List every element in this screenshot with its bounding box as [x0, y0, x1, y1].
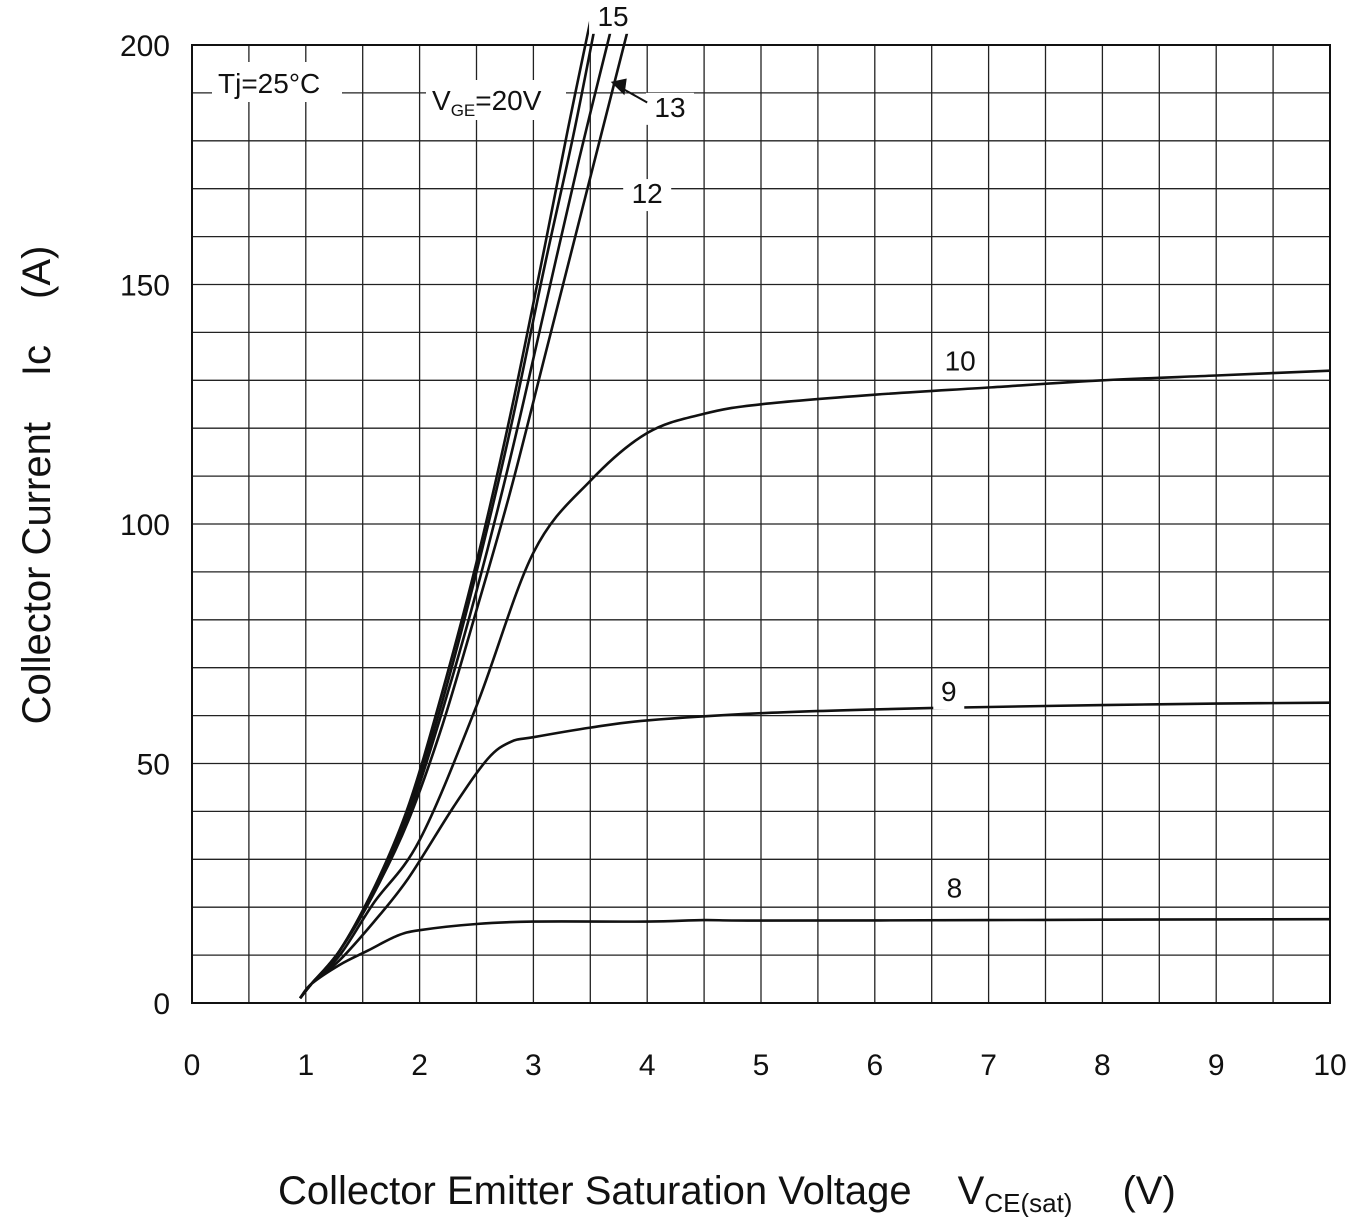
curve-label-bg [589, 1, 638, 34]
series-line-vge-15 [299, 20, 598, 1000]
series-line-vge-8 [299, 917, 1331, 1000]
y-axis-title: Collector Current Ic (A) [15, 246, 59, 725]
y-tick-label: 150 [120, 270, 170, 303]
x-axis-title: Collector Emitter Saturation Voltage VCE(… [278, 1169, 1176, 1217]
series-line-vge-9 [299, 701, 1331, 1000]
x-tick-label: 4 [639, 1049, 656, 1082]
x-tick-label: 3 [525, 1049, 542, 1082]
curve-label-15: 15 [597, 1, 628, 32]
x-tick-label: 6 [866, 1049, 883, 1082]
curve-label-bg [933, 677, 965, 710]
vge-symbol: V [432, 85, 451, 116]
curve-label-9: 9 [941, 676, 957, 707]
x-axis-title-main: Collector Emitter Saturation Voltage [278, 1169, 912, 1213]
y-tick-label: 100 [120, 509, 170, 542]
curve-label-bg [645, 92, 694, 125]
x-tick-label: 10 [1313, 1049, 1346, 1082]
grid-lines [192, 45, 1330, 1003]
y-tick-label: 0 [153, 988, 170, 1021]
series-line-vge-10 [299, 369, 1331, 1000]
x-tick-label: 1 [297, 1049, 314, 1082]
x-axis-title-unit: (V) [1122, 1169, 1175, 1213]
x-tick-labels: 0 1 2 3 4 5 6 7 8 9 10 [184, 1049, 1347, 1082]
leader-arrow-13 [610, 78, 627, 96]
curve-label-bg [936, 346, 985, 379]
curve-label-13: 13 [654, 92, 685, 123]
series-line-vge-20 [299, 20, 592, 1000]
x-tick-label: 2 [411, 1049, 428, 1082]
temperature-annotation-bg [212, 62, 342, 102]
curve-label-bg [623, 179, 672, 212]
y-tick-label: 200 [120, 30, 170, 63]
vge-value: =20V [475, 85, 541, 116]
y-axis-title-main: Collector Current [15, 422, 59, 724]
plot-frame [191, 44, 1331, 1004]
curve-labels: 15 13 12 10 9 8 [589, 1, 985, 906]
x-axis-title-symbol: V [958, 1169, 985, 1213]
series-lines [299, 20, 1331, 1000]
curve-label-8: 8 [947, 873, 963, 904]
x-tick-label: 7 [980, 1049, 997, 1082]
y-axis-title-unit: (A) [15, 246, 59, 299]
y-tick-labels: 0 50 100 150 200 [120, 30, 170, 1021]
x-axis-title-subscript: CE(sat) [984, 1188, 1072, 1217]
x-tick-label: 0 [184, 1049, 201, 1082]
vge-subscript: GE [451, 101, 476, 120]
curve-label-bg [938, 873, 970, 906]
y-axis-title-symbol: Ic [15, 345, 59, 376]
vge-annotation: VGE=20V [432, 85, 542, 120]
vge-annotation-bg [426, 80, 566, 120]
temperature-annotation: Tj=25°C [218, 68, 320, 99]
series-line-vge-12 [299, 20, 632, 1000]
x-tick-label: 8 [1094, 1049, 1111, 1082]
x-tick-label: 5 [753, 1049, 770, 1082]
x-tick-label: 9 [1208, 1049, 1225, 1082]
y-tick-label: 50 [137, 749, 170, 782]
curve-label-12: 12 [632, 178, 663, 209]
curve-label-10: 10 [945, 346, 976, 377]
